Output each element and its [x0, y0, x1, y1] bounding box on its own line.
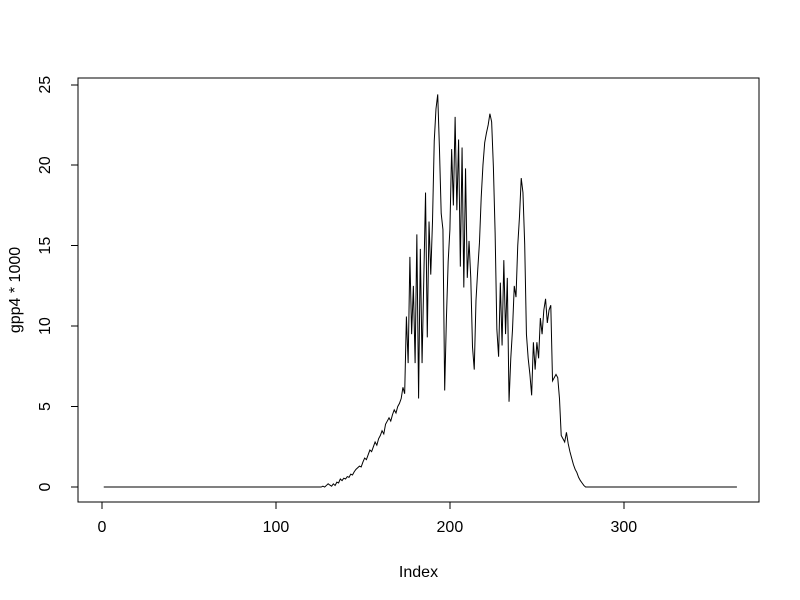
y-axis: 0 5 10 15 20 25: [37, 76, 78, 491]
x-tick-label: 0: [98, 519, 107, 536]
plot-box: [77, 77, 760, 503]
y-axis-label: gpp4 * 1000: [7, 247, 24, 333]
y-tick-label: 5: [37, 402, 54, 411]
data-line: [103, 94, 737, 488]
x-tick-label: 300: [610, 519, 637, 536]
y-tick-label: 25: [37, 76, 54, 94]
x-tick-label: 200: [437, 519, 464, 536]
y-tick-label: 20: [37, 156, 54, 174]
x-tick-label: 100: [263, 519, 290, 536]
x-axis: 0 100 200 300: [98, 502, 637, 536]
x-axis-label: Index: [399, 564, 438, 581]
y-tick-label: 0: [37, 482, 54, 491]
y-tick-label: 15: [37, 237, 54, 255]
y-tick-label: 10: [37, 317, 54, 335]
